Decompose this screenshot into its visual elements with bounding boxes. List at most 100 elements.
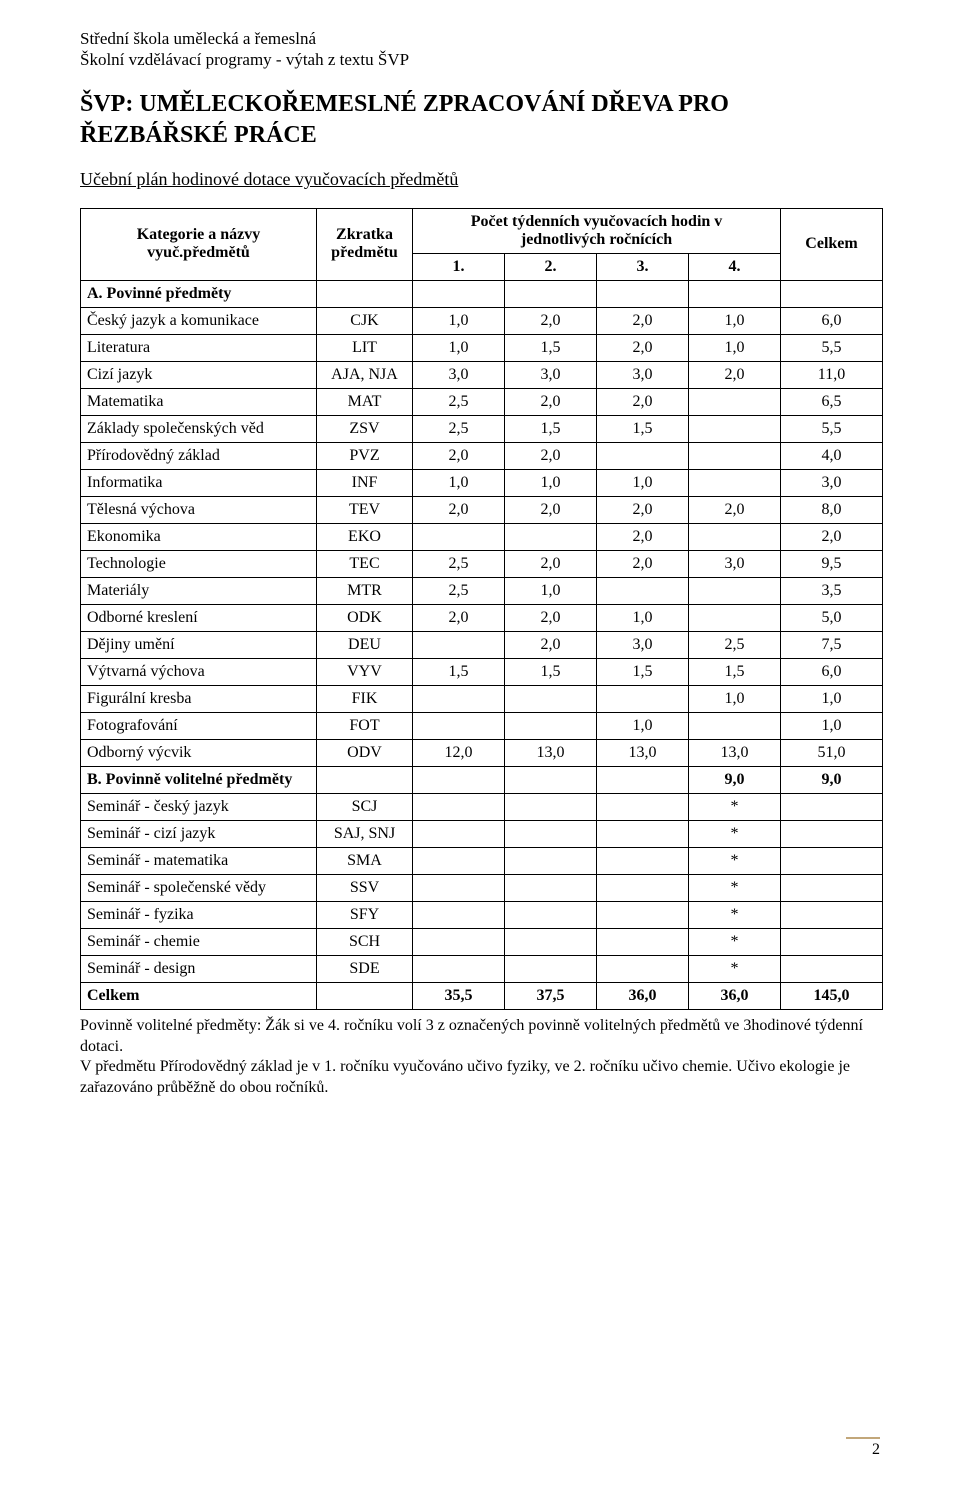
cell-y3: 1,0: [597, 469, 689, 496]
cell-abbr: [317, 982, 413, 1009]
cell-total: [781, 874, 883, 901]
table-row: InformatikaINF1,01,01,03,0: [81, 469, 883, 496]
cell-name: B. Povinně volitelné předměty: [81, 766, 317, 793]
table-row: Dějiny uměníDEU2,03,02,57,5: [81, 631, 883, 658]
cell-y2: 1,5: [505, 334, 597, 361]
cell-y2: [505, 901, 597, 928]
page-number: 2: [846, 1437, 880, 1459]
cell-y1: [413, 712, 505, 739]
cell-y1: 1,0: [413, 307, 505, 334]
table-row: Odborný výcvikODV12,013,013,013,051,0: [81, 739, 883, 766]
table-row: Celkem35,537,536,036,0145,0: [81, 982, 883, 1009]
cell-y2: [505, 955, 597, 982]
cell-y3: 13,0: [597, 739, 689, 766]
cell-y2: 1,0: [505, 577, 597, 604]
th-abbr: Zkratka předmětu: [317, 208, 413, 280]
cell-abbr: MAT: [317, 388, 413, 415]
cell-y1: [413, 766, 505, 793]
cell-y4: [689, 280, 781, 307]
cell-name: Výtvarná výchova: [81, 658, 317, 685]
cell-name: Materiály: [81, 577, 317, 604]
cell-y3: [597, 280, 689, 307]
cell-name: Seminář - chemie: [81, 928, 317, 955]
cell-abbr: INF: [317, 469, 413, 496]
cell-abbr: SDE: [317, 955, 413, 982]
cell-abbr: AJA, NJA: [317, 361, 413, 388]
cell-y3: 1,5: [597, 415, 689, 442]
cell-abbr: DEU: [317, 631, 413, 658]
cell-y4: 2,0: [689, 361, 781, 388]
th-hours: Počet týdenních vyučovacích hodin v jedn…: [413, 208, 781, 253]
cell-name: Figurální kresba: [81, 685, 317, 712]
cell-y4: 1,0: [689, 685, 781, 712]
cell-y2: [505, 874, 597, 901]
cell-y3: [597, 685, 689, 712]
cell-total: [781, 793, 883, 820]
cell-y3: 2,0: [597, 334, 689, 361]
cell-y2: [505, 280, 597, 307]
cell-y4: [689, 577, 781, 604]
cell-name: Seminář - matematika: [81, 847, 317, 874]
cell-y3: [597, 820, 689, 847]
cell-abbr: PVZ: [317, 442, 413, 469]
cell-total: 9,5: [781, 550, 883, 577]
cell-name: Seminář - design: [81, 955, 317, 982]
table-body: A. Povinné předmětyČeský jazyk a komunik…: [81, 280, 883, 1009]
th-year-3: 3.: [597, 253, 689, 280]
th-year-2: 2.: [505, 253, 597, 280]
cell-y1: [413, 523, 505, 550]
cell-y4: 2,5: [689, 631, 781, 658]
cell-y4: 1,5: [689, 658, 781, 685]
table-row: Výtvarná výchovaVYV1,51,51,51,56,0: [81, 658, 883, 685]
cell-y1: 12,0: [413, 739, 505, 766]
cell-y3: 1,0: [597, 712, 689, 739]
cell-abbr: SMA: [317, 847, 413, 874]
cell-total: 1,0: [781, 685, 883, 712]
cell-y3: [597, 928, 689, 955]
cell-total: 4,0: [781, 442, 883, 469]
cell-name: Cizí jazyk: [81, 361, 317, 388]
cell-y2: 37,5: [505, 982, 597, 1009]
cell-y2: [505, 820, 597, 847]
cell-y2: 2,0: [505, 388, 597, 415]
cell-abbr: [317, 280, 413, 307]
cell-y3: [597, 874, 689, 901]
cell-y4: 13,0: [689, 739, 781, 766]
cell-total: 145,0: [781, 982, 883, 1009]
cell-total: 5,0: [781, 604, 883, 631]
cell-y4: [689, 442, 781, 469]
curriculum-table: Kategorie a názvy vyuč.předmětů Zkratka …: [80, 208, 883, 1010]
table-row: Seminář - chemieSCH*: [81, 928, 883, 955]
table-row: A. Povinné předměty: [81, 280, 883, 307]
cell-abbr: SAJ, SNJ: [317, 820, 413, 847]
cell-name: Informatika: [81, 469, 317, 496]
cell-y1: [413, 955, 505, 982]
cell-y3: [597, 793, 689, 820]
cell-y1: [413, 685, 505, 712]
cell-y4: [689, 415, 781, 442]
cell-y3: 3,0: [597, 631, 689, 658]
cell-y2: [505, 847, 597, 874]
cell-y2: 3,0: [505, 361, 597, 388]
cell-y1: [413, 793, 505, 820]
cell-name: Seminář - český jazyk: [81, 793, 317, 820]
cell-y4: *: [689, 820, 781, 847]
cell-name: Seminář - cizí jazyk: [81, 820, 317, 847]
table-row: B. Povinně volitelné předměty9,09,0: [81, 766, 883, 793]
cell-y2: 2,0: [505, 631, 597, 658]
cell-y3: 2,0: [597, 388, 689, 415]
th-hours-line1: Počet týdenních vyučovacích hodin v: [471, 213, 723, 230]
cell-name: Odborný výcvik: [81, 739, 317, 766]
cell-y1: 2,5: [413, 550, 505, 577]
cell-total: [781, 901, 883, 928]
cell-y4: [689, 388, 781, 415]
cell-y2: [505, 712, 597, 739]
cell-y2: 2,0: [505, 496, 597, 523]
table-row: MateriályMTR2,51,03,5: [81, 577, 883, 604]
cell-y2: 2,0: [505, 307, 597, 334]
th-abbr-line2: předmětu: [331, 244, 398, 261]
cell-y3: 1,5: [597, 658, 689, 685]
cell-total: 7,5: [781, 631, 883, 658]
th-year-1: 1.: [413, 253, 505, 280]
cell-abbr: MTR: [317, 577, 413, 604]
